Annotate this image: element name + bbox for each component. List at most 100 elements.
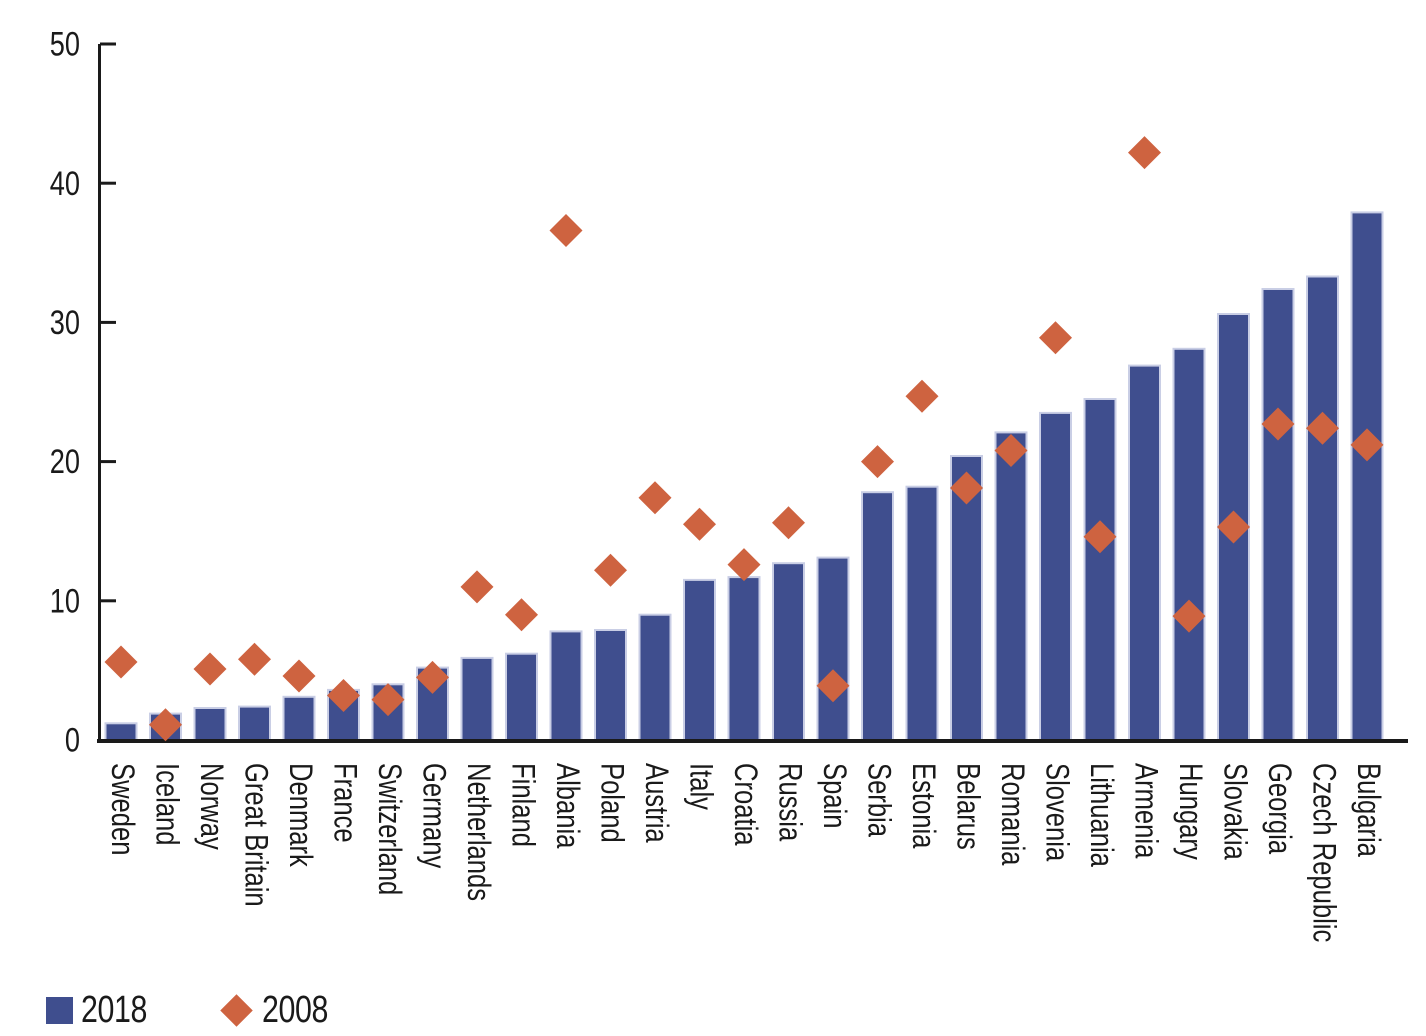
y-axis-tick-30 <box>100 320 116 324</box>
diamond-slovenia <box>1039 321 1072 355</box>
legend-diamond-swatch-icon <box>220 993 254 1027</box>
x-axis-label-slovenia: Slovenia <box>1039 763 1074 862</box>
x-axis-line <box>97 739 1408 743</box>
x-axis-label-serbia: Serbia <box>861 763 896 838</box>
x-axis-label-lithuania: Lithuania <box>1083 763 1118 868</box>
legend-label-2008: 2008 <box>261 989 328 1031</box>
y-tick-label-0: 0 <box>65 721 80 760</box>
x-axis-label-bulgaria: Bulgaria <box>1350 763 1385 858</box>
x-axis-label-norway: Norway <box>193 763 228 850</box>
x-axis-label-romania: Romania <box>994 763 1029 866</box>
x-axis-label-russia: Russia <box>772 763 807 842</box>
y-tick-label-20: 20 <box>50 442 80 481</box>
bar-poland <box>594 629 627 742</box>
diamond-germany <box>416 660 449 694</box>
x-axis-label-denmark: Denmark <box>282 763 317 867</box>
bar-serbia <box>861 491 894 743</box>
x-axis-label-austria: Austria <box>638 763 673 843</box>
y-axis-tick-50 <box>100 42 116 46</box>
diamond-slovakia <box>1217 510 1250 544</box>
bar-armenia <box>1128 364 1161 742</box>
legend-label-2018: 2018 <box>81 989 148 1031</box>
x-axis-label-albania: Albania <box>549 763 584 849</box>
bar-finland <box>505 652 538 743</box>
bar-netherlands <box>460 656 494 743</box>
diamond-czech-republic <box>1306 411 1339 445</box>
x-axis-label-armenia: Armenia <box>1128 763 1163 859</box>
diamond-great-britain <box>238 642 271 676</box>
diamond-switzerland <box>371 683 405 717</box>
bar-croatia <box>727 576 761 742</box>
diamond-italy <box>683 507 716 541</box>
diamond-spain <box>816 669 850 703</box>
diamond-estonia <box>905 379 939 413</box>
bar-austria <box>638 613 672 743</box>
bar-georgia <box>1261 288 1295 742</box>
diamond-hungary <box>1172 599 1206 633</box>
y-axis-tick-10 <box>100 599 116 603</box>
diamond-sweden <box>104 645 138 679</box>
x-axis-label-great-britain: Great Britain <box>238 763 273 907</box>
diamond-france <box>327 679 360 712</box>
diamond-iceland <box>149 708 182 742</box>
x-axis-label-czech-republic: Czech Republic <box>1306 763 1341 942</box>
bar-sweden <box>104 722 138 742</box>
bar-denmark <box>282 695 316 742</box>
diamond-serbia <box>861 445 894 479</box>
diamond-albania <box>549 214 583 247</box>
x-axis-label-germany: Germany <box>416 763 451 869</box>
y-axis-tick-20 <box>100 460 116 464</box>
x-axis-label-georgia: Georgia <box>1261 763 1296 855</box>
x-axis-label-slovakia: Slovakia <box>1217 763 1252 861</box>
y-axis-line <box>98 44 101 743</box>
diamond-norway <box>193 652 227 686</box>
x-axis-label-estonia: Estonia <box>905 763 940 849</box>
x-axis-label-finland: Finland <box>505 763 540 847</box>
diamond-belarus <box>950 471 983 505</box>
y-tick-label-10: 10 <box>50 581 80 620</box>
legend-item-2018: 2018 <box>46 991 164 1029</box>
diamond-finland <box>505 598 538 632</box>
y-tick-label-50: 50 <box>50 25 80 64</box>
bar-spain <box>816 556 850 742</box>
diamond-georgia <box>1261 407 1295 441</box>
bar-albania <box>549 630 583 743</box>
x-axis-label-netherlands: Netherlands <box>460 763 495 901</box>
diamond-poland <box>594 553 627 587</box>
x-axis-label-belarus: Belarus <box>950 763 985 850</box>
bar-slovenia <box>1039 411 1072 742</box>
diamond-russia <box>772 506 805 540</box>
y-axis-tick-40 <box>100 181 116 185</box>
x-axis-label-hungary: Hungary <box>1172 763 1207 860</box>
bar-lithuania <box>1083 398 1117 742</box>
bar-bulgaria <box>1350 211 1384 742</box>
diamond-romania <box>994 434 1028 467</box>
bar-norway <box>193 707 227 742</box>
bar-russia <box>772 562 805 743</box>
diamond-croatia <box>727 548 761 582</box>
diamond-denmark <box>282 659 316 693</box>
diamond-netherlands <box>460 570 494 604</box>
x-axis-label-sweden: Sweden <box>104 763 139 855</box>
x-axis-label-poland: Poland <box>594 763 629 843</box>
x-axis-label-italy: Italy <box>683 763 718 810</box>
legend: 2018 2008 <box>46 991 344 1029</box>
diamond-bulgaria <box>1350 428 1384 462</box>
legend-item-2008: 2008 <box>220 991 345 1029</box>
bar-romania <box>994 431 1028 742</box>
x-axis-label-switzerland: Switzerland <box>371 763 406 895</box>
bar-great-britain <box>238 705 271 742</box>
y-tick-label-30: 30 <box>50 303 80 342</box>
bar-hungary <box>1172 347 1206 742</box>
x-axis-label-spain: Spain <box>816 763 851 828</box>
legend-square-swatch-icon <box>46 996 73 1024</box>
x-axis-label-croatia: Croatia <box>727 763 762 846</box>
x-axis-label-france: France <box>327 763 362 843</box>
y-tick-label-40: 40 <box>50 164 80 203</box>
bar-estonia <box>905 485 939 743</box>
diamond-austria <box>638 481 672 515</box>
diamond-armenia <box>1128 136 1161 170</box>
diamond-lithuania <box>1083 520 1117 554</box>
